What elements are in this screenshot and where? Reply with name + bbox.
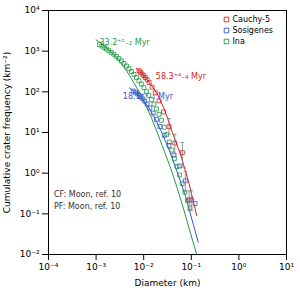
svg-text:CF: Moon, ref. 10PF: Moon, ref: CF: Moon, ref. 10PF: Moon, ref. 10 (54, 190, 121, 210)
svg-text:10¹: 10¹ (24, 127, 39, 137)
svg-text:18.1⁺¹₋₁ Myr: 18.1⁺¹₋₁ Myr (123, 92, 174, 101)
svg-text:10⁻⁴: 10⁻⁴ (39, 262, 59, 272)
svg-text:10¹: 10¹ (279, 262, 294, 272)
svg-text:10⁻²: 10⁻² (134, 262, 154, 272)
svg-text:10²: 10² (24, 87, 39, 97)
svg-text:10⁻³: 10⁻³ (86, 262, 106, 272)
svg-text:Sosigenes: Sosigenes (233, 26, 274, 35)
svg-text:Diameter (km): Diameter (km) (135, 278, 201, 288)
svg-text:10⁴: 10⁴ (24, 5, 39, 15)
svg-text:10⁰: 10⁰ (24, 168, 39, 178)
svg-text:33.2⁺²₋₂ Myr: 33.2⁺²₋₂ Myr (100, 38, 151, 47)
svg-text:Cumulative crater frequency (k: Cumulative crater frequency (km⁻²) (2, 52, 12, 213)
svg-text:Cauchy-5: Cauchy-5 (233, 15, 271, 24)
svg-text:10³: 10³ (24, 46, 39, 56)
svg-text:10⁻¹: 10⁻¹ (181, 262, 201, 272)
svg-text:Ina: Ina (233, 37, 245, 46)
svg-text:10⁻²: 10⁻² (20, 249, 40, 259)
svg-text:10⁰: 10⁰ (231, 262, 246, 272)
svg-text:10⁻¹: 10⁻¹ (20, 209, 40, 219)
svg-text:58.3⁺⁴₋₄ Myr: 58.3⁺⁴₋₄ Myr (156, 72, 207, 81)
